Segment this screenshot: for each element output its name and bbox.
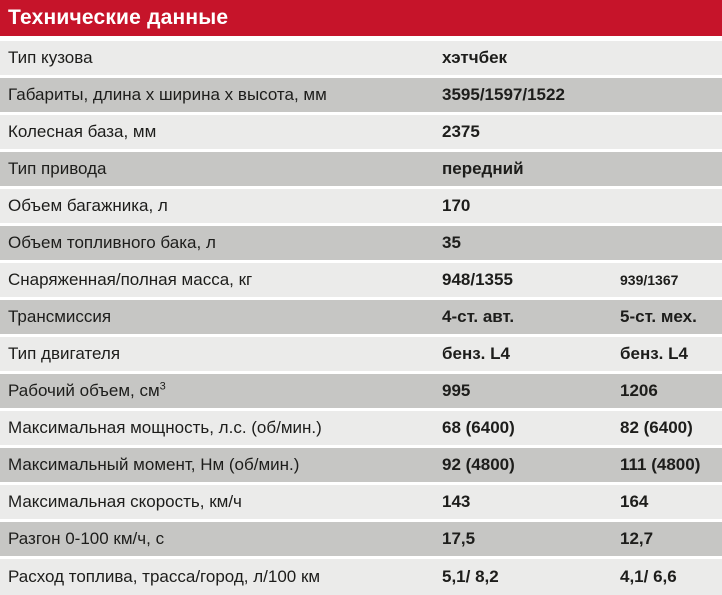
spec-value-1: 995 bbox=[442, 381, 471, 400]
table-row: Объем топливного бака, л 35 bbox=[0, 226, 722, 260]
spec-label: Разгон 0-100 км/ч, с bbox=[8, 529, 165, 548]
spec-label: Расход топлива, трасса/город, л/100 км bbox=[8, 567, 321, 586]
spec-value-1: 143 bbox=[442, 492, 471, 511]
table-row: Объем багажника, л 170 bbox=[0, 189, 722, 223]
spec-label: Тип кузова bbox=[8, 48, 93, 67]
table-row: Снаряженная/полная масса, кг 948/1355 93… bbox=[0, 263, 722, 297]
spec-value-1: 3595/1597/1522 bbox=[442, 85, 565, 104]
spec-label: Объем топливного бака, л bbox=[8, 233, 216, 252]
spec-label: Колесная база, мм bbox=[8, 122, 157, 141]
spec-label: Снаряженная/полная масса, кг bbox=[8, 270, 253, 289]
spec-value-2: 939/1367 bbox=[620, 272, 679, 288]
table-title: Технические данные bbox=[0, 0, 722, 36]
spec-value-1: 4-ст. авт. bbox=[442, 307, 515, 326]
spec-value-2: 5-ст. мех. bbox=[620, 307, 697, 326]
spec-value-2: 4,1/ 6,6 bbox=[620, 567, 677, 586]
spec-value-1: 948/1355 bbox=[442, 270, 513, 289]
spec-label: Максимальный момент, Нм (об/мин.) bbox=[8, 455, 300, 474]
spec-label: Максимальная мощность, л.с. (об/мин.) bbox=[8, 418, 322, 437]
table-row: Расход топлива, трасса/город, л/100 км 5… bbox=[0, 559, 722, 595]
table-row: Трансмиссия 4-ст. авт. 5-ст. мех. bbox=[0, 300, 722, 334]
spec-label: Рабочий объем, см3 bbox=[8, 381, 166, 400]
table-row: Тип привода передний bbox=[0, 152, 722, 186]
spec-label: Объем багажника, л bbox=[8, 196, 168, 215]
spec-value-1: 92 (4800) bbox=[442, 455, 515, 474]
spec-value-1: передний bbox=[442, 159, 524, 178]
spec-value-1: 35 bbox=[442, 233, 461, 252]
spec-value-1: 68 (6400) bbox=[442, 418, 515, 437]
table-row: Максимальный момент, Нм (об/мин.) 92 (48… bbox=[0, 448, 722, 482]
table-row: Габариты, длина х ширина х высота, мм 35… bbox=[0, 78, 722, 112]
spec-label: Габариты, длина х ширина х высота, мм bbox=[8, 85, 327, 104]
spec-value-1: хэтчбек bbox=[442, 48, 508, 67]
table-row: Колесная база, мм 2375 bbox=[0, 115, 722, 149]
spec-value-2: 1206 bbox=[620, 381, 658, 400]
table-row: Тип двигателя бенз. L4 бенз. L4 bbox=[0, 337, 722, 371]
table-row: Разгон 0-100 км/ч, с 17,5 12,7 bbox=[0, 522, 722, 556]
spec-value-2: 111 (4800) bbox=[620, 455, 701, 474]
spec-label: Трансмиссия bbox=[8, 307, 112, 326]
spec-value-1: 2375 bbox=[442, 122, 480, 141]
spec-label: Тип двигателя bbox=[8, 344, 121, 363]
table-row: Рабочий объем, см3 995 1206 bbox=[0, 374, 722, 408]
spec-value-1: 17,5 bbox=[442, 529, 476, 548]
spec-value-2: 82 (6400) bbox=[620, 418, 693, 437]
table-row: Максимальная мощность, л.с. (об/мин.) 68… bbox=[0, 411, 722, 445]
spec-label: Тип привода bbox=[8, 159, 107, 178]
spec-value-2: 164 bbox=[620, 492, 649, 511]
spec-label: Максимальная скорость, км/ч bbox=[8, 492, 242, 511]
table-row: Максимальная скорость, км/ч 143 164 bbox=[0, 485, 722, 519]
spec-value-1: 170 bbox=[442, 196, 471, 215]
table-row: Тип кузова хэтчбек bbox=[0, 41, 722, 75]
spec-value-1: бенз. L4 bbox=[442, 344, 510, 363]
spec-table: Тип кузова хэтчбек Габариты, длина х шир… bbox=[0, 41, 722, 595]
spec-value-1: 5,1/ 8,2 bbox=[442, 567, 499, 586]
spec-value-2: бенз. L4 bbox=[620, 344, 688, 363]
spec-value-2: 12,7 bbox=[620, 529, 654, 548]
